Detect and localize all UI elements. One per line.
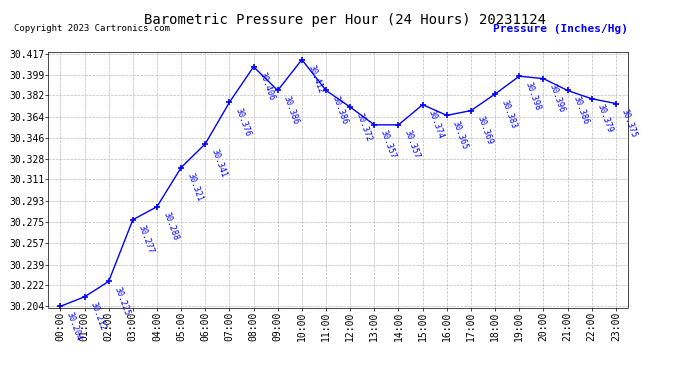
Text: 30.225: 30.225 — [113, 286, 132, 317]
Text: 30.321: 30.321 — [186, 172, 204, 203]
Text: 30.374: 30.374 — [427, 109, 446, 140]
Text: Copyright 2023 Cartronics.com: Copyright 2023 Cartronics.com — [14, 24, 170, 33]
Text: 30.383: 30.383 — [500, 98, 518, 129]
Text: 30.365: 30.365 — [451, 120, 470, 151]
Text: 30.412: 30.412 — [306, 64, 325, 95]
Text: 30.398: 30.398 — [524, 80, 542, 112]
Text: 30.376: 30.376 — [234, 106, 253, 138]
Text: 30.341: 30.341 — [210, 148, 228, 179]
Text: 30.204: 30.204 — [65, 310, 83, 342]
Text: 30.406: 30.406 — [258, 71, 277, 102]
Text: 30.386: 30.386 — [331, 94, 349, 126]
Text: Pressure (Inches/Hg): Pressure (Inches/Hg) — [493, 24, 628, 34]
Text: 30.375: 30.375 — [620, 108, 639, 139]
Text: 30.357: 30.357 — [403, 129, 422, 160]
Text: 30.369: 30.369 — [475, 115, 494, 146]
Text: 30.212: 30.212 — [89, 301, 108, 332]
Text: Barometric Pressure per Hour (24 Hours) 20231124: Barometric Pressure per Hour (24 Hours) … — [144, 13, 546, 27]
Text: 30.357: 30.357 — [379, 129, 397, 160]
Text: 30.386: 30.386 — [282, 94, 301, 126]
Text: 30.288: 30.288 — [161, 211, 180, 242]
Text: 30.379: 30.379 — [596, 103, 615, 134]
Text: 30.277: 30.277 — [137, 224, 156, 255]
Text: 30.386: 30.386 — [572, 94, 591, 126]
Text: 30.396: 30.396 — [548, 83, 566, 114]
Text: 30.372: 30.372 — [355, 111, 373, 142]
